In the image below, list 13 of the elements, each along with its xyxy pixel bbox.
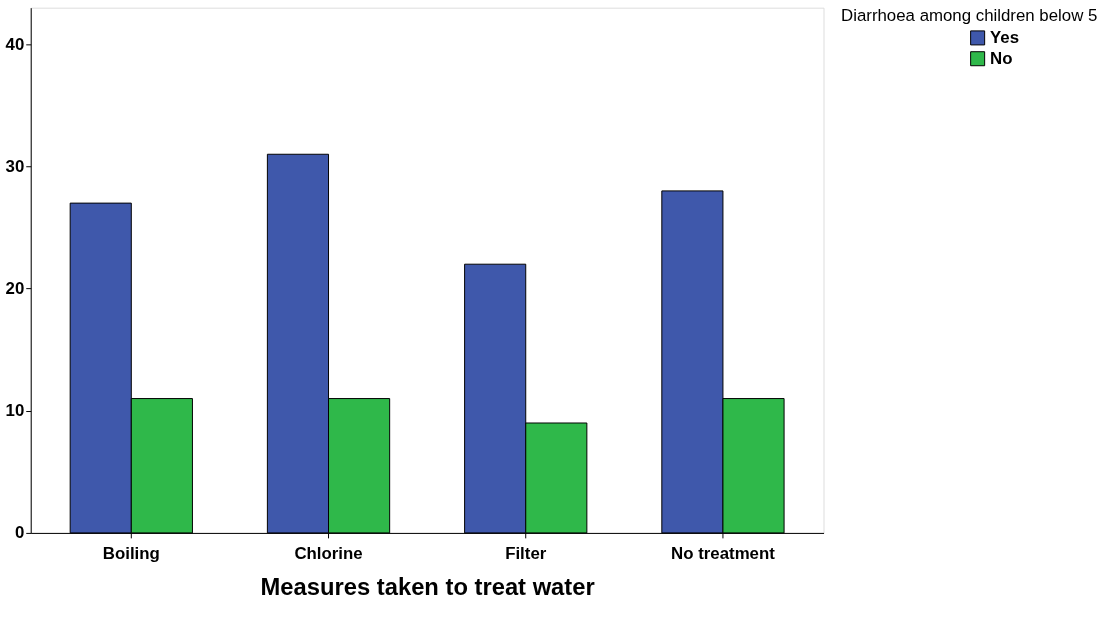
- x-tick-label: Chlorine: [294, 544, 363, 564]
- x-tick-label: Boiling: [102, 544, 160, 564]
- x-tick-label: No treatment: [671, 544, 776, 564]
- y-tick-label: 20: [5, 279, 25, 299]
- legend-label: No: [990, 48, 1013, 68]
- y-tick-label: 30: [5, 156, 25, 176]
- y-tick-label: 40: [5, 34, 25, 54]
- legend-title: Diarrhoea among children below 5: [841, 5, 1098, 25]
- x-axis-title: Measures taken to treat water: [260, 572, 595, 600]
- y-tick-label: 0: [14, 523, 25, 543]
- legend-label: Yes: [990, 27, 1020, 47]
- y-tick-label: 10: [5, 401, 25, 421]
- x-tick-label: Filter: [505, 544, 547, 564]
